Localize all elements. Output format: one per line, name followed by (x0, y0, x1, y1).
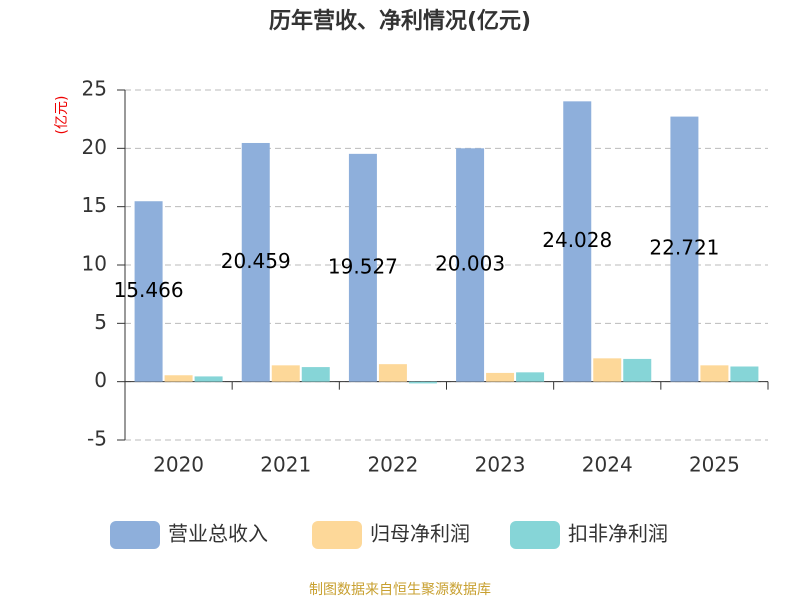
y-tick-label: 20 (82, 135, 107, 159)
y-axis-label: (亿元) (54, 96, 70, 135)
bar (194, 376, 223, 382)
bar (486, 372, 515, 382)
bar (730, 366, 759, 382)
legend-swatch (312, 521, 362, 549)
source-note: 制图数据来自恒生聚源数据库 (309, 582, 491, 598)
bar (164, 375, 193, 382)
bar (670, 116, 699, 382)
legend-swatch (110, 521, 160, 549)
data-label: 22.721 (649, 236, 719, 260)
x-tick-label: 2023 (475, 453, 526, 477)
data-label: 20.459 (221, 249, 291, 273)
x-tick-label: 2022 (367, 453, 418, 477)
data-label: 19.527 (328, 254, 398, 278)
x-tick-label: 2025 (689, 453, 740, 477)
bar (593, 358, 622, 382)
data-label: 24.028 (542, 228, 612, 252)
bar (271, 365, 300, 382)
y-tick-label: 25 (82, 77, 107, 101)
bar (301, 367, 330, 382)
bar (563, 101, 592, 382)
chart-title: 历年营收、净利情况(亿元) (269, 8, 531, 34)
y-tick-label: -5 (87, 427, 107, 451)
bar (134, 201, 163, 382)
bar (456, 148, 485, 382)
legend-label: 归母净利润 (370, 522, 470, 546)
legend-label: 扣非净利润 (568, 522, 668, 546)
y-tick-label: 5 (94, 310, 107, 334)
bar (348, 153, 377, 382)
data-label: 20.003 (435, 251, 505, 275)
bar (408, 381, 437, 384)
bar (516, 372, 545, 382)
y-tick-label: 0 (94, 368, 107, 392)
bar (623, 358, 652, 382)
y-tick-label: 10 (82, 252, 107, 276)
data-label: 15.466 (114, 278, 184, 302)
x-tick-label: 2024 (582, 453, 633, 477)
y-tick-label: 15 (82, 193, 107, 217)
legend-label: 营业总收入 (168, 522, 268, 546)
legend-swatch (510, 521, 560, 549)
bar (378, 364, 407, 382)
bar (700, 365, 729, 382)
x-tick-label: 2020 (153, 453, 204, 477)
bar (241, 142, 270, 382)
x-tick-label: 2021 (260, 453, 311, 477)
